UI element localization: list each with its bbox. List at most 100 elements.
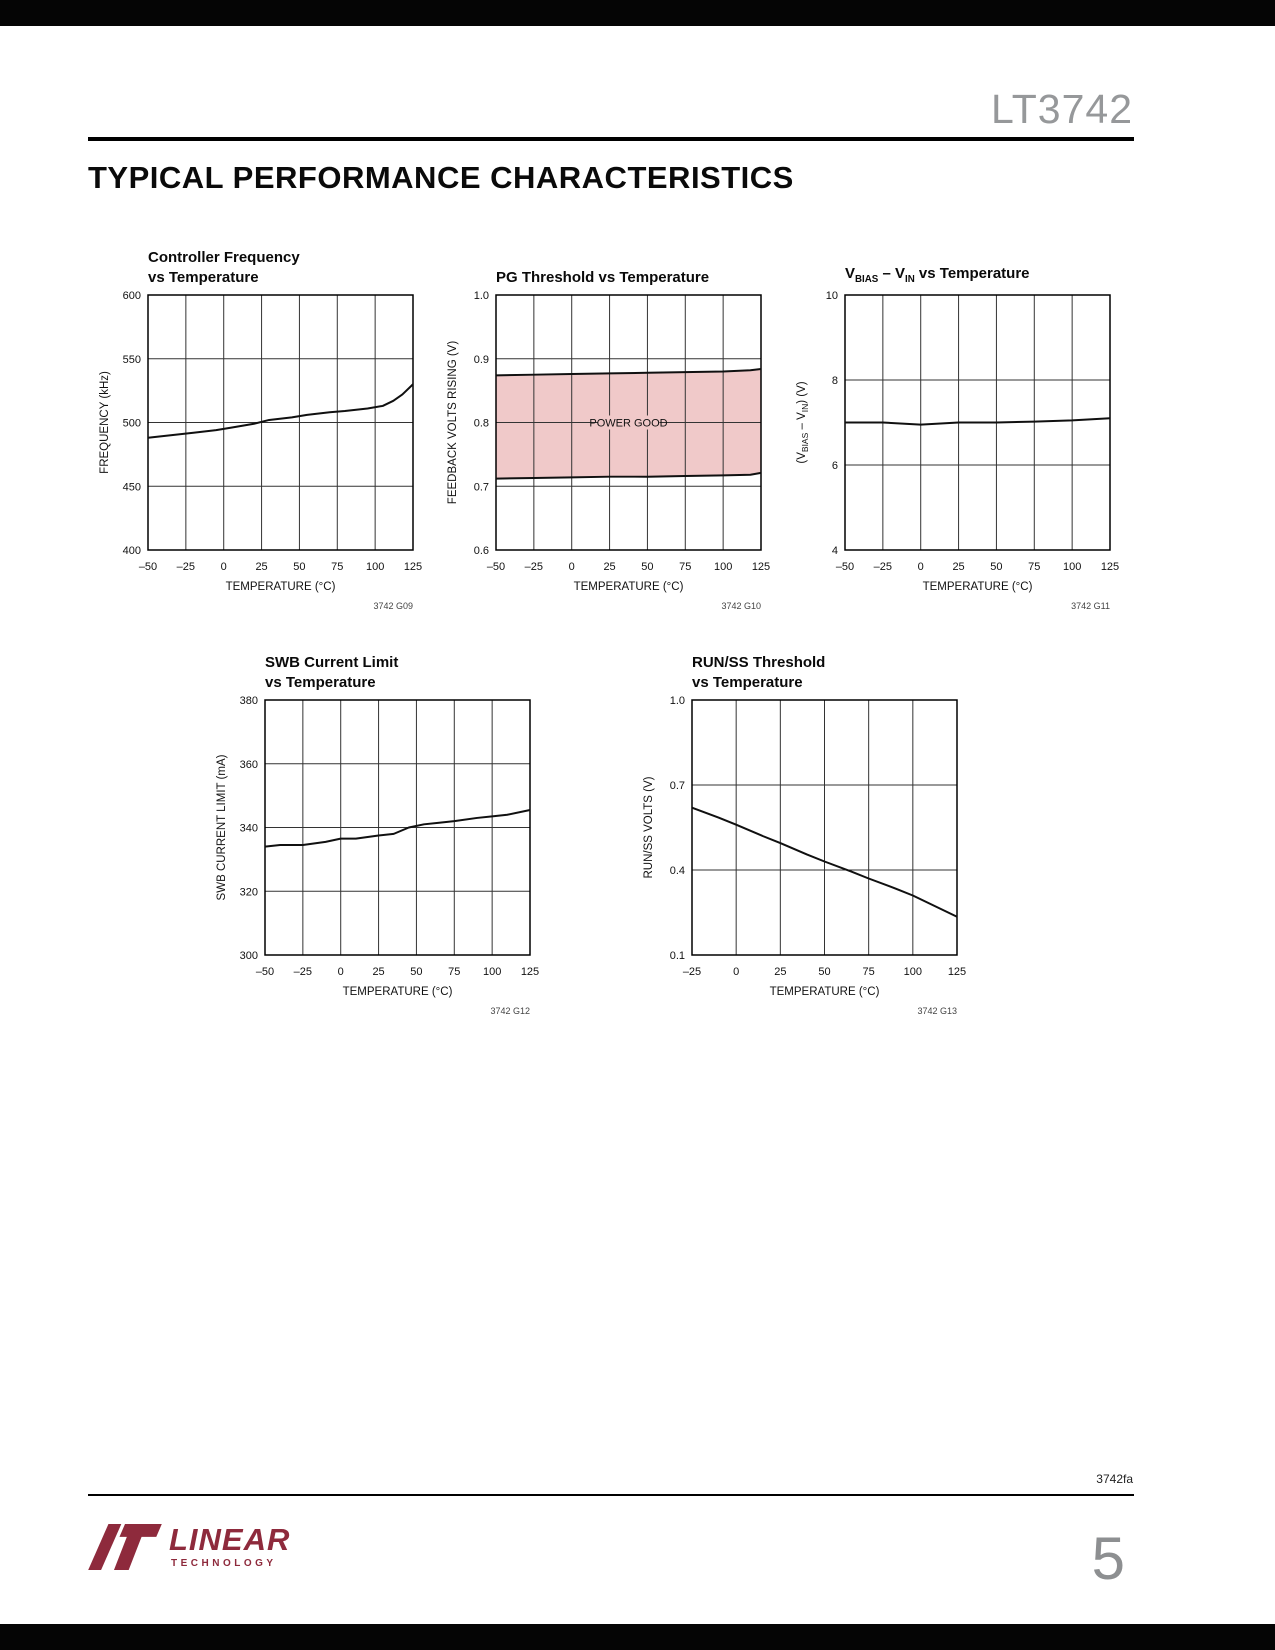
svg-text:0.4: 0.4 — [670, 865, 685, 877]
svg-text:–50: –50 — [256, 966, 274, 978]
chart-id-label: 3742 G09 — [373, 601, 413, 611]
footer-rule — [88, 1494, 1134, 1496]
svg-text:–50: –50 — [487, 561, 505, 573]
svg-text:0.1: 0.1 — [670, 950, 685, 962]
chart-title: VBIAS – VIN vs Temperature — [845, 265, 1030, 286]
svg-text:TEMPERATURE (°C): TEMPERATURE (°C) — [343, 986, 453, 998]
svg-text:100: 100 — [483, 966, 501, 978]
svg-text:50: 50 — [990, 561, 1002, 573]
svg-text:–50: –50 — [836, 561, 854, 573]
svg-text:25: 25 — [255, 561, 267, 573]
svg-text:–25: –25 — [683, 966, 701, 978]
chart-canvas: –50 –25 0 25 50 75 100 125 400 450 500 550 600 TEMPER… — [99, 290, 422, 593]
chart-swb-current-limit: SWB Current Limit vs Temperature –50 –25 0 2… — [195, 640, 545, 1016]
svg-text:340: 340 — [240, 823, 258, 835]
svg-text:1.0: 1.0 — [474, 290, 489, 302]
svg-text:25: 25 — [372, 966, 384, 978]
svg-text:125: 125 — [948, 966, 966, 978]
logo-brand-text: LINEAR — [169, 1522, 291, 1557]
svg-text:75: 75 — [863, 966, 875, 978]
svg-text:125: 125 — [1101, 561, 1119, 573]
svg-text:25: 25 — [774, 966, 786, 978]
svg-text:POWER GOOD: POWER GOOD — [589, 418, 667, 430]
svg-text:0.8: 0.8 — [474, 418, 489, 430]
svg-text:RUN/SS VOLTS (V): RUN/SS VOLTS (V) — [643, 776, 655, 878]
header-rule — [88, 137, 1134, 141]
svg-text:125: 125 — [752, 561, 770, 573]
chart-pg-threshold: PG Threshold vs Temperature –50 –25 0 25 50 7… — [426, 235, 776, 612]
svg-text:25: 25 — [952, 561, 964, 573]
chart-id-label: 3742 G10 — [721, 601, 761, 611]
chart-title: PG Threshold vs Temperature — [496, 268, 710, 286]
svg-text:–25: –25 — [177, 561, 195, 573]
chart-canvas: –50 –25 0 25 50 75 100 125 0.6 0.7 0.8 0.9 1.0 POWER … — [447, 290, 770, 593]
svg-text:75: 75 — [331, 561, 343, 573]
chart-title: RUN/SS Threshold vs Temperature — [692, 654, 826, 691]
svg-text:125: 125 — [404, 561, 422, 573]
svg-text:50: 50 — [410, 966, 422, 978]
part-number: LT3742 — [990, 86, 1133, 132]
chart-canvas: –50 –25 0 25 50 75 100 125 300 320 340 360 380 TEMPER… — [216, 695, 539, 998]
svg-text:TEMPERATURE (°C): TEMPERATURE (°C) — [770, 986, 880, 998]
chart-id-label: 3742 G11 — [1071, 601, 1110, 611]
svg-text:0: 0 — [918, 561, 924, 573]
svg-text:100: 100 — [366, 561, 384, 573]
svg-text:125: 125 — [521, 966, 539, 978]
svg-text:100: 100 — [904, 966, 922, 978]
svg-text:320: 320 — [240, 886, 258, 898]
svg-text:50: 50 — [641, 561, 653, 573]
svg-text:550: 550 — [123, 354, 141, 366]
doc-code: 3742fa — [1096, 1472, 1133, 1486]
svg-text:–25: –25 — [874, 561, 892, 573]
svg-text:0: 0 — [221, 561, 227, 573]
bottom-bar — [0, 1624, 1275, 1650]
svg-text:0: 0 — [569, 561, 575, 573]
svg-text:25: 25 — [603, 561, 615, 573]
linear-technology-logo: LINEAR TECHNOLOGY — [88, 1524, 290, 1570]
chart-canvas: –25 0 25 50 75 100 125 0.1 0.4 0.7 1.0 TEMPERATURE … — [643, 695, 966, 998]
svg-text:6: 6 — [832, 460, 838, 472]
svg-text:380: 380 — [240, 695, 258, 707]
svg-text:0: 0 — [338, 966, 344, 978]
svg-text:–25: –25 — [525, 561, 543, 573]
page-number: 5 — [1091, 1525, 1125, 1592]
chart-title: Controller Frequency vs Temperature — [148, 249, 300, 286]
svg-text:0.7: 0.7 — [670, 780, 685, 792]
svg-text:100: 100 — [714, 561, 732, 573]
chart-id-label: 3742 G13 — [917, 1006, 957, 1016]
svg-text:450: 450 — [123, 481, 141, 493]
svg-text:50: 50 — [818, 966, 830, 978]
svg-text:360: 360 — [240, 759, 258, 771]
svg-text:75: 75 — [1028, 561, 1040, 573]
svg-text:0.9: 0.9 — [474, 354, 489, 366]
chart-title: SWB Current Limit vs Temperature — [265, 654, 399, 691]
svg-text:(VBIAS – VIN) (V): (VBIAS – VIN) (V) — [796, 381, 810, 463]
svg-text:0.7: 0.7 — [474, 481, 489, 493]
chart-controller-frequency: Controller Frequency vs Temperature –50 –2… — [78, 235, 428, 611]
svg-text:–25: –25 — [294, 966, 312, 978]
svg-text:1.0: 1.0 — [670, 695, 685, 707]
svg-text:600: 600 — [123, 290, 141, 302]
svg-text:0: 0 — [733, 966, 739, 978]
svg-text:TEMPERATURE (°C): TEMPERATURE (°C) — [226, 581, 336, 593]
section-title: TYPICAL PERFORMANCE CHARACTERISTICS — [88, 160, 794, 195]
svg-text:–50: –50 — [139, 561, 157, 573]
lt-logo-icon — [88, 1524, 162, 1570]
svg-text:TEMPERATURE (°C): TEMPERATURE (°C) — [574, 581, 684, 593]
top-bar — [0, 0, 1275, 26]
svg-text:SWB CURRENT LIMIT (mA): SWB CURRENT LIMIT (mA) — [216, 754, 228, 900]
svg-text:75: 75 — [448, 966, 460, 978]
svg-text:8: 8 — [832, 375, 838, 387]
svg-text:50: 50 — [293, 561, 305, 573]
svg-text:300: 300 — [240, 950, 258, 962]
chart-run-ss-threshold: RUN/SS Threshold vs Temperature –25 0 25 50 7… — [622, 640, 972, 1016]
svg-text:4: 4 — [832, 545, 838, 557]
svg-text:TEMPERATURE (°C): TEMPERATURE (°C) — [923, 581, 1033, 593]
svg-text:10: 10 — [826, 290, 838, 302]
svg-text:75: 75 — [679, 561, 691, 573]
svg-text:500: 500 — [123, 418, 141, 430]
chart-canvas: –50 –25 0 25 50 75 100 125 4 6 8 10 TEMPERATURE (°C)… — [796, 290, 1119, 593]
chart-id-label: 3742 G12 — [490, 1006, 530, 1016]
svg-text:100: 100 — [1063, 561, 1081, 573]
